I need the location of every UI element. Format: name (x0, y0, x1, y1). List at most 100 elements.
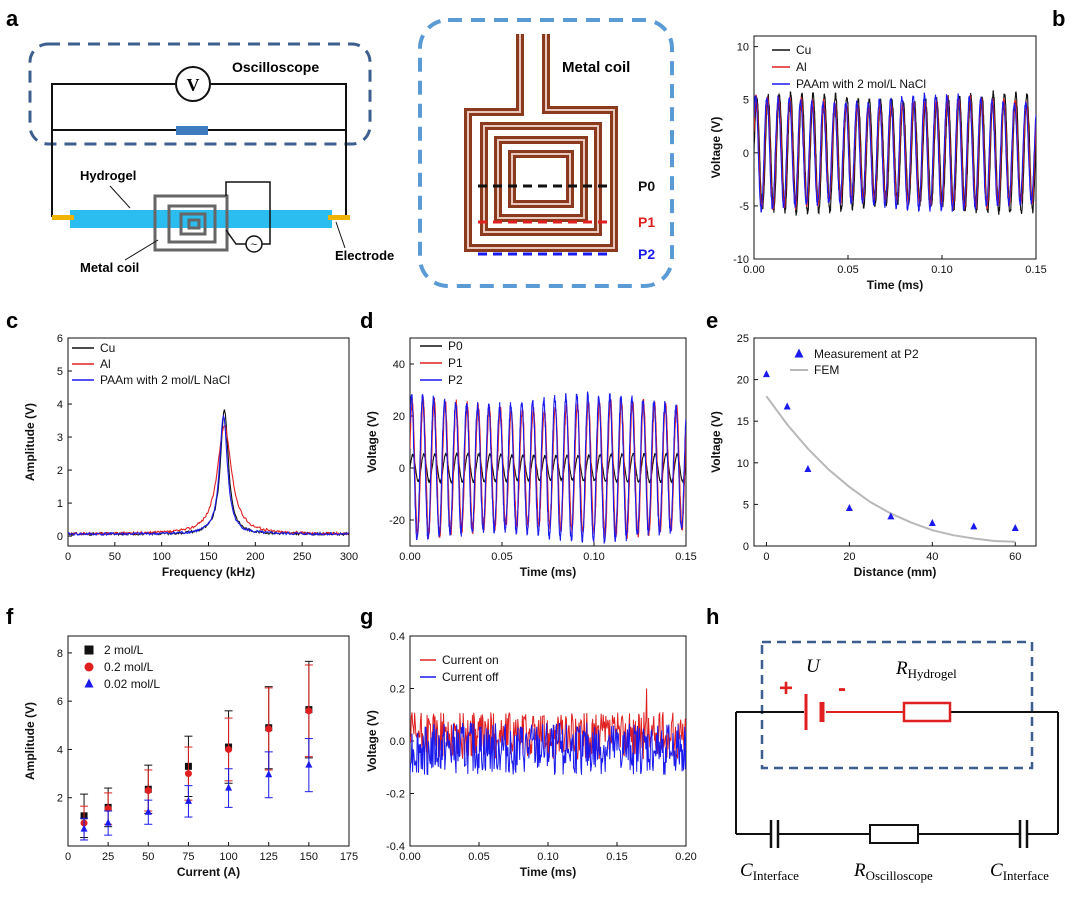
hydrogel-pointer (109, 185, 131, 209)
data-point-measurement (970, 522, 978, 530)
y-tick-label: 4 (57, 399, 63, 411)
probe-label-p0: P0 (638, 178, 655, 194)
interface-capacitance-left-label: CInterface (740, 860, 799, 883)
panel-h-letter: h (706, 604, 719, 629)
panel-a: a V Oscilloscope ~ Hydrogel Metal coil E… (6, 6, 674, 288)
data-point-triangle (104, 818, 112, 826)
legend-label: Cu (796, 43, 811, 57)
series-line-cu (68, 409, 349, 537)
x-tick-label: 200 (246, 551, 264, 563)
oscilloscope-label: Oscilloscope (232, 59, 319, 75)
y-tick-label: 20 (737, 375, 749, 387)
oscilloscope-resistor (869, 824, 919, 844)
x-tick-label: 0.00 (399, 551, 420, 563)
panel-f-letter: f (6, 604, 14, 629)
electrode-right (328, 215, 350, 220)
legend-marker (84, 662, 94, 672)
electrode-label: Electrode (335, 248, 394, 263)
series-line-current-on (410, 688, 686, 761)
ac-source-icon (245, 235, 263, 253)
x-axis-label: Time (ms) (867, 278, 923, 292)
plus-sign: + (779, 675, 793, 702)
data-point-triangle (225, 783, 233, 791)
data-point-circle (184, 770, 192, 778)
data-point-circle (305, 707, 313, 715)
x-tick-label: 50 (109, 551, 121, 563)
legend-label: Cu (100, 341, 115, 355)
y-tick-label: 15 (737, 416, 749, 428)
y-axis-label: Voltage (V) (365, 411, 379, 473)
chart-d: 0.00 0.05 0.10 0.15 -20 0 20 40 Time (ms) Voltage… (365, 337, 697, 579)
data-point-measurement (783, 402, 791, 410)
y-axis-label: Amplitude (V) (23, 403, 37, 481)
plot-frame (67, 635, 350, 847)
series-line-paam-with-2-mol-l-nacl (68, 414, 349, 537)
legend-label: Current off (442, 670, 499, 684)
panel-d-letter: d (360, 308, 373, 333)
legend-label: Al (100, 357, 111, 371)
y-axis-label: Amplitude (V) (23, 702, 37, 780)
x-tick-label: 0.10 (931, 264, 952, 276)
x-tick-label: 100 (219, 851, 237, 863)
legend-label: PAAm with 2 mol/L NaCl (796, 77, 926, 91)
x-tick-label: 0.15 (675, 551, 696, 563)
metal-coil-label: Metal coil (80, 260, 139, 275)
electrode-left (52, 215, 74, 220)
y-tick-label: -5 (739, 201, 749, 213)
y-tick-label: 10 (737, 458, 749, 470)
ac-source-glyph: ~ (251, 239, 257, 251)
hydrogel-strip (70, 210, 332, 228)
voltmeter-icon (175, 66, 211, 102)
x-tick-label: 0.00 (399, 851, 420, 863)
x-tick-label: 100 (152, 551, 170, 563)
chart-b: 0.00 0.05 0.10 0.15 -10 -5 0 5 10 Time (ms) Voltag… (709, 35, 1047, 292)
y-tick-label: 5 (743, 499, 749, 511)
voltmeter-label: V (187, 75, 200, 95)
y-tick-label: 0 (57, 531, 63, 543)
data-point-measurement (887, 512, 895, 520)
series-group (754, 90, 1036, 216)
chart-g: 0.00 0.05 0.10 0.15 0.20 -0.4 -0.2 0.0 0.2 0.4 Tim… (365, 631, 697, 879)
coil-dashed-box (418, 18, 674, 288)
minus-sign: - (838, 675, 846, 702)
data-point-measurement (1011, 524, 1019, 532)
panel-h: + - U RHydrogel CInterface ROscilloscope… (735, 640, 1059, 883)
x-tick-label: 250 (293, 551, 311, 563)
legend-label: PAAm with 2 mol/L NaCl (100, 373, 230, 387)
resistor-symbol (176, 126, 208, 135)
legend-label: Current on (442, 653, 499, 667)
y-tick-label: 2 (57, 793, 63, 805)
y-tick-label: 40 (393, 359, 405, 371)
probe-label-p1: P1 (638, 214, 655, 230)
x-axis-label: Time (ms) (520, 565, 576, 579)
x-tick-label: 0.15 (1025, 264, 1046, 276)
x-tick-label: 0.15 (606, 851, 627, 863)
probe-label-p2: P2 (638, 246, 655, 262)
panel-b-letter: b (1052, 6, 1065, 31)
hydrogel-resistance-label: RHydrogel (895, 658, 957, 681)
series-group (410, 688, 686, 776)
data-point-triangle (265, 770, 273, 778)
x-tick-label: 0.05 (468, 851, 489, 863)
x-tick-label: 60 (1009, 551, 1021, 563)
series-line-fem (765, 395, 1016, 543)
legend-label: 0.02 mol/L (104, 677, 160, 691)
hydrogel-label: Hydrogel (80, 168, 136, 183)
y-tick-label: 20 (393, 411, 405, 423)
y-tick-label: 25 (737, 333, 749, 345)
x-tick-label: 0 (763, 551, 769, 563)
x-tick-label: 150 (199, 551, 217, 563)
y-axis-label: Voltage (V) (365, 710, 379, 772)
chart-e: 0 20 40 60 0 5 10 15 20 25 Distance (mm) Voltage (V… (709, 333, 1037, 579)
hydrogel-dashed-box (760, 640, 1034, 770)
series-line-p2 (410, 391, 686, 544)
chart-f: 0 25 50 75 100 125 150 175 2 4 6 8 Current (A) Amplit… (23, 635, 358, 879)
x-tick-label: 0 (65, 851, 71, 863)
legend-label: Al (796, 60, 807, 74)
panel-c-letter: c (6, 308, 18, 333)
y-tick-label: 0.0 (390, 736, 405, 748)
circuit-wire (51, 83, 175, 217)
series-line-al (68, 424, 349, 536)
y-tick-label: 0 (743, 148, 749, 160)
